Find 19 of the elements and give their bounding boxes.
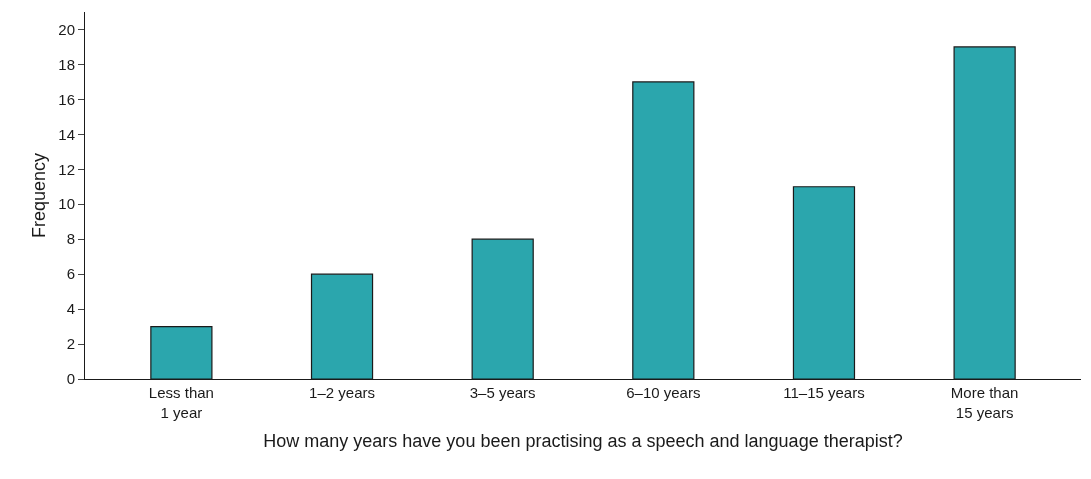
y-tick-label: 20 xyxy=(58,20,75,38)
y-tick-label: 10 xyxy=(58,195,75,213)
y-tick-label: 12 xyxy=(58,160,75,178)
x-tick-label: More than 15 years xyxy=(950,384,1019,421)
y-tick-label: 14 xyxy=(58,125,75,143)
y-tick-label: 4 xyxy=(66,300,75,318)
y-tick-label: 0 xyxy=(66,370,75,388)
x-tick-label: 1–2 years xyxy=(309,384,375,401)
y-tick-label: 2 xyxy=(66,335,75,353)
y-tick-label: 8 xyxy=(66,230,75,248)
y-axis-title: Frequency xyxy=(28,152,49,239)
x-axis-title: How many years have you been practising as a speech and language therapist? xyxy=(263,430,903,451)
y-tick-label: 16 xyxy=(58,90,75,108)
x-tick-label: 11–15 years xyxy=(783,384,865,401)
y-tick-label: 18 xyxy=(58,55,75,73)
x-tick-label: 3–5 years xyxy=(469,384,536,401)
y-tick-label: 6 xyxy=(66,265,75,283)
x-tick-label: Less than 1 year xyxy=(148,384,214,421)
x-tick-label: 6–10 years xyxy=(626,384,701,401)
